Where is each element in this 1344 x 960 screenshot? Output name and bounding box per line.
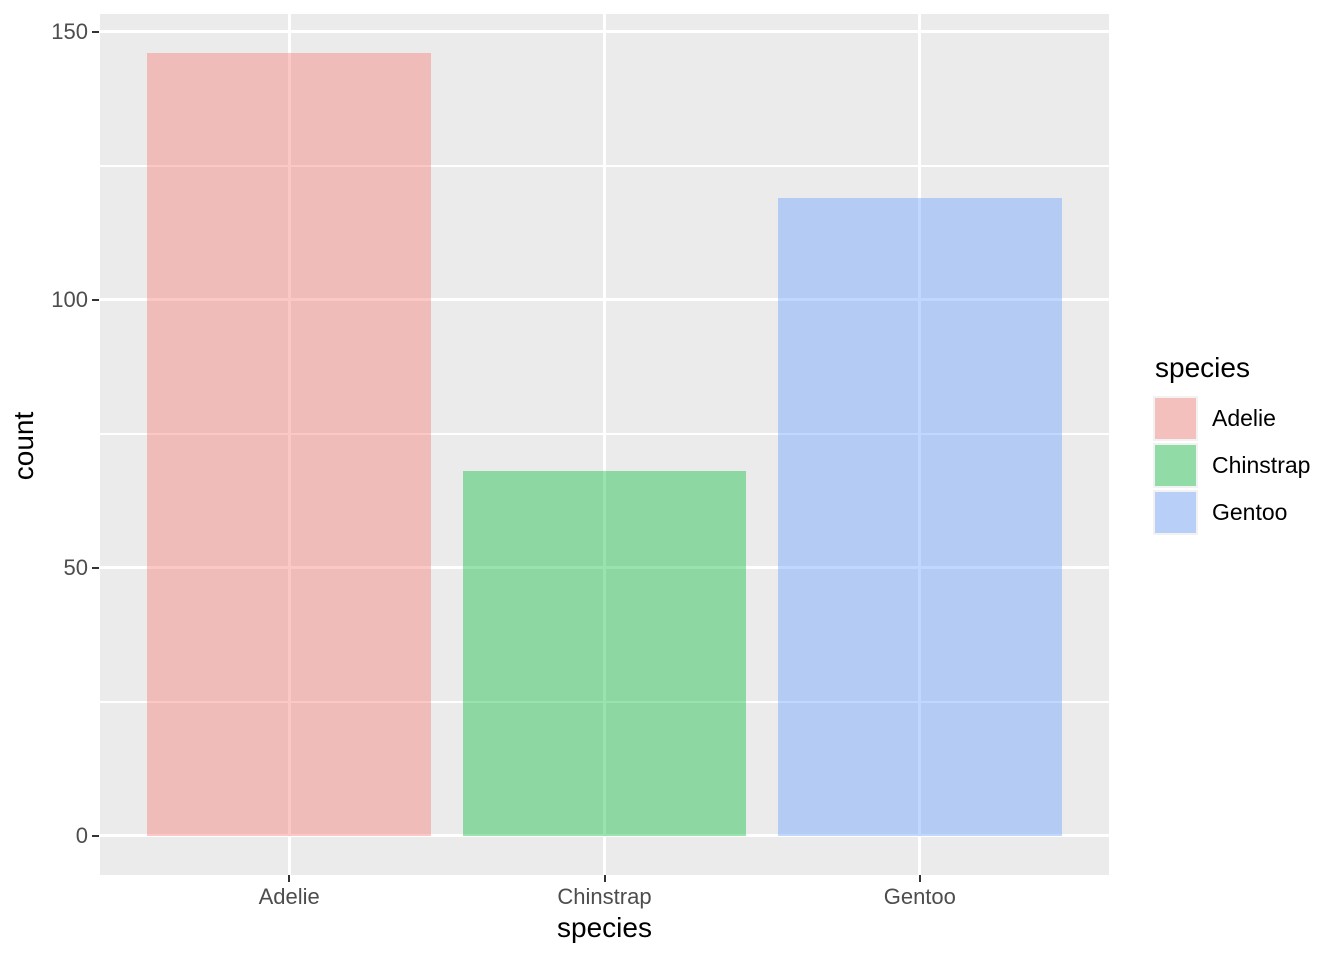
- legend-label: Gentoo: [1212, 499, 1288, 525]
- legend-key: [1153, 396, 1198, 441]
- legend-label: Chinstrap: [1212, 452, 1311, 478]
- bar-adelie: [147, 53, 432, 836]
- y-tick-label: 150: [51, 18, 88, 44]
- x-tick-label: Gentoo: [883, 884, 956, 909]
- legend: species Adelie Chinstrap Gentoo: [1153, 352, 1310, 537]
- y-tick-mark: [92, 298, 99, 301]
- plot-panel: [100, 14, 1109, 875]
- gridline-major-vertical: [918, 14, 922, 875]
- y-axis-title: count: [8, 411, 39, 481]
- legend-entry-chinstrap: Chinstrap: [1153, 443, 1310, 488]
- x-tick-label: Chinstrap: [557, 884, 652, 909]
- gridline-major-vertical: [603, 14, 606, 875]
- y-tick-label: 50: [63, 554, 88, 580]
- bar-gentoo: [777, 197, 1062, 836]
- legend-swatch-gentoo: [1155, 492, 1196, 533]
- legend-entry-gentoo: Gentoo: [1153, 490, 1310, 535]
- bar-chinstrap: [462, 471, 747, 836]
- legend-entry-adelie: Adelie: [1153, 396, 1310, 441]
- x-tick-mark: [288, 875, 291, 882]
- legend-entries: Adelie Chinstrap Gentoo: [1153, 396, 1310, 535]
- y-tick-label: 0: [75, 822, 88, 848]
- y-tick-label: 100: [51, 286, 88, 312]
- gridline-major-vertical: [287, 14, 291, 875]
- y-tick-mark: [92, 30, 99, 33]
- legend-key: [1153, 490, 1198, 535]
- legend-label: Adelie: [1212, 405, 1276, 431]
- legend-title: species: [1155, 352, 1250, 383]
- x-tick-label: Adelie: [258, 884, 320, 909]
- legend-key: [1153, 443, 1198, 488]
- y-tick-mark: [92, 834, 99, 837]
- x-tick-mark: [918, 875, 921, 882]
- legend-swatch-adelie: [1155, 398, 1196, 439]
- y-tick-mark: [92, 566, 99, 569]
- x-tick-mark: [603, 875, 606, 882]
- legend-swatch-chinstrap: [1155, 445, 1196, 486]
- x-axis-title: species: [557, 912, 652, 943]
